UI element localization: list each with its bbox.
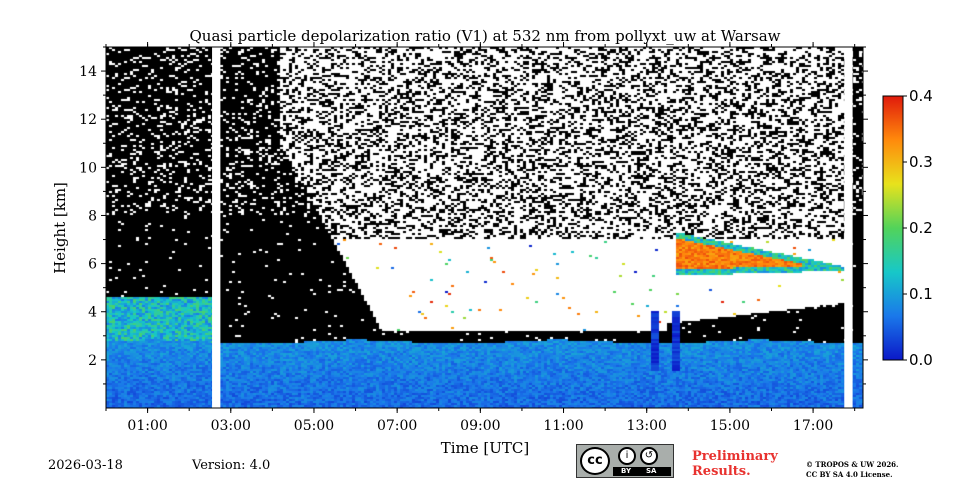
share-alike-icon: ↺ — [640, 447, 658, 465]
plot-area — [106, 47, 863, 408]
chart-title: Quasi particle depolarization ratio (V1)… — [189, 27, 780, 45]
x-tick-label: 15:00 — [710, 418, 750, 434]
y-tick-label: 6 — [88, 257, 97, 273]
license-strip: BY SA — [613, 467, 671, 476]
no-data-gap-2 — [844, 47, 853, 408]
copyright-note: © TROPOS & UW 2026. CC BY SA 4.0 License… — [806, 460, 899, 480]
plot-frame — [105, 46, 864, 409]
y-tick-label: 12 — [79, 112, 97, 128]
y-axis-ticks: 2 4 6 8 10 12 14 — [79, 46, 868, 385]
x-tick-label: 07:00 — [377, 418, 417, 434]
y-tick-label: 4 — [88, 305, 97, 321]
x-axis-ticks: 01:00 03:00 05:00 07:00 09:00 11:00 13:00 15:00… — [105, 42, 856, 434]
x-tick-label: 17:00 — [793, 418, 833, 434]
colorbar — [882, 95, 904, 361]
colorbar-tick-label: 0.3 — [909, 153, 933, 171]
colorbar-tick-label: 0.1 — [909, 285, 933, 303]
y-axis-label: Height [km] — [51, 182, 69, 274]
colorbar-tick-label: 0.0 — [909, 351, 933, 369]
footer-date: 2026-03-18 — [48, 458, 123, 473]
sa-label: SA — [646, 467, 657, 475]
preliminary-line-2: Results. — [692, 464, 751, 479]
y-tick-label: 8 — [88, 208, 97, 224]
x-tick-label: 01:00 — [127, 418, 167, 434]
y-tick-label: 2 — [88, 353, 97, 369]
copyright-line-2: CC BY SA 4.0 License. — [806, 470, 893, 479]
x-tick-label: 03:00 — [211, 418, 251, 434]
y-tick-label: 14 — [79, 64, 97, 80]
x-tick-label: 05:00 — [294, 418, 334, 434]
colorbar-tick-label: 0.4 — [909, 87, 933, 105]
cc-icon: cc — [580, 447, 610, 475]
x-tick-label: 13:00 — [627, 418, 667, 434]
x-axis-label: Time [UTC] — [441, 439, 530, 457]
preliminary-line-1: Preliminary — [692, 449, 778, 464]
y-tick-label: 10 — [79, 160, 97, 176]
x-tick-label: 11:00 — [543, 418, 583, 434]
preliminary-results-note: Preliminary Results. — [692, 449, 778, 479]
cc-license-badge: cc i ↺ BY SA — [576, 444, 674, 478]
no-data-gap-1 — [212, 47, 221, 408]
colorbar-ticks: 0.0 0.1 0.2 0.3 0.4 — [903, 87, 933, 369]
attribution-icon: i — [618, 447, 636, 465]
depolarization-heatmap — [106, 47, 863, 408]
copyright-line-1: © TROPOS & UW 2026. — [806, 460, 899, 469]
by-label: BY — [621, 467, 632, 475]
footer-version: Version: 4.0 — [192, 458, 271, 473]
colorbar-tick-label: 0.2 — [909, 219, 933, 237]
x-tick-label: 09:00 — [460, 418, 500, 434]
